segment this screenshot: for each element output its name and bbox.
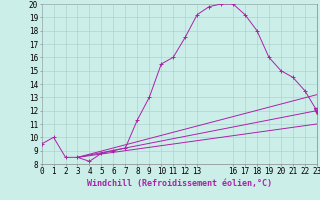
X-axis label: Windchill (Refroidissement éolien,°C): Windchill (Refroidissement éolien,°C) <box>87 179 272 188</box>
